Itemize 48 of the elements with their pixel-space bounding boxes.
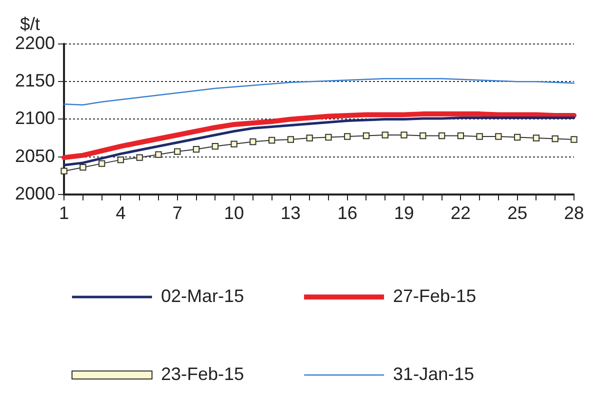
x-tick-label: 19 (394, 203, 414, 224)
y-axis-title: $/t (20, 14, 40, 34)
point (325, 134, 332, 141)
point (80, 164, 86, 171)
point (420, 132, 426, 140)
x-tick-label: 1 (59, 203, 70, 224)
point (495, 133, 502, 140)
legend-label: 23-Feb-15 (161, 364, 244, 384)
point (362, 132, 370, 140)
point (400, 132, 408, 138)
point (514, 134, 521, 141)
point (552, 135, 558, 142)
x-tick-label: 10 (224, 203, 244, 224)
legend-label: 31-Jan-15 (393, 364, 474, 384)
point (344, 133, 351, 140)
y-tick-label: 2000 (14, 183, 56, 204)
legend-label: 27-Feb-15 (393, 286, 476, 306)
point (287, 136, 294, 143)
x-tick-label: 4 (116, 203, 126, 224)
x-tick-label: 16 (337, 203, 358, 224)
point (155, 151, 162, 158)
point (438, 132, 446, 140)
point (250, 138, 256, 146)
x-tick-label: 22 (450, 203, 471, 224)
x-tick-label: 13 (280, 203, 301, 224)
point (476, 133, 483, 140)
point (457, 132, 464, 140)
point (98, 160, 106, 167)
x-tick-label: 7 (172, 203, 182, 224)
point (192, 146, 200, 153)
point (268, 136, 276, 144)
point (212, 142, 218, 150)
point (570, 136, 578, 143)
point (532, 134, 540, 142)
point (230, 140, 238, 148)
x-tick-label: 28 (564, 203, 584, 224)
x-tick-label: 25 (507, 203, 528, 224)
point (117, 156, 124, 164)
y-tick-label: 2050 (14, 146, 56, 166)
point (306, 134, 313, 142)
y-tick-label: 2200 (14, 32, 56, 53)
y-tick-label: 2150 (14, 70, 56, 91)
point (174, 148, 181, 155)
point (136, 154, 143, 161)
point (60, 168, 68, 174)
point (382, 132, 388, 138)
y-tick-label: 2100 (14, 108, 56, 128)
legend-label: 02-Mar-15 (161, 286, 244, 306)
